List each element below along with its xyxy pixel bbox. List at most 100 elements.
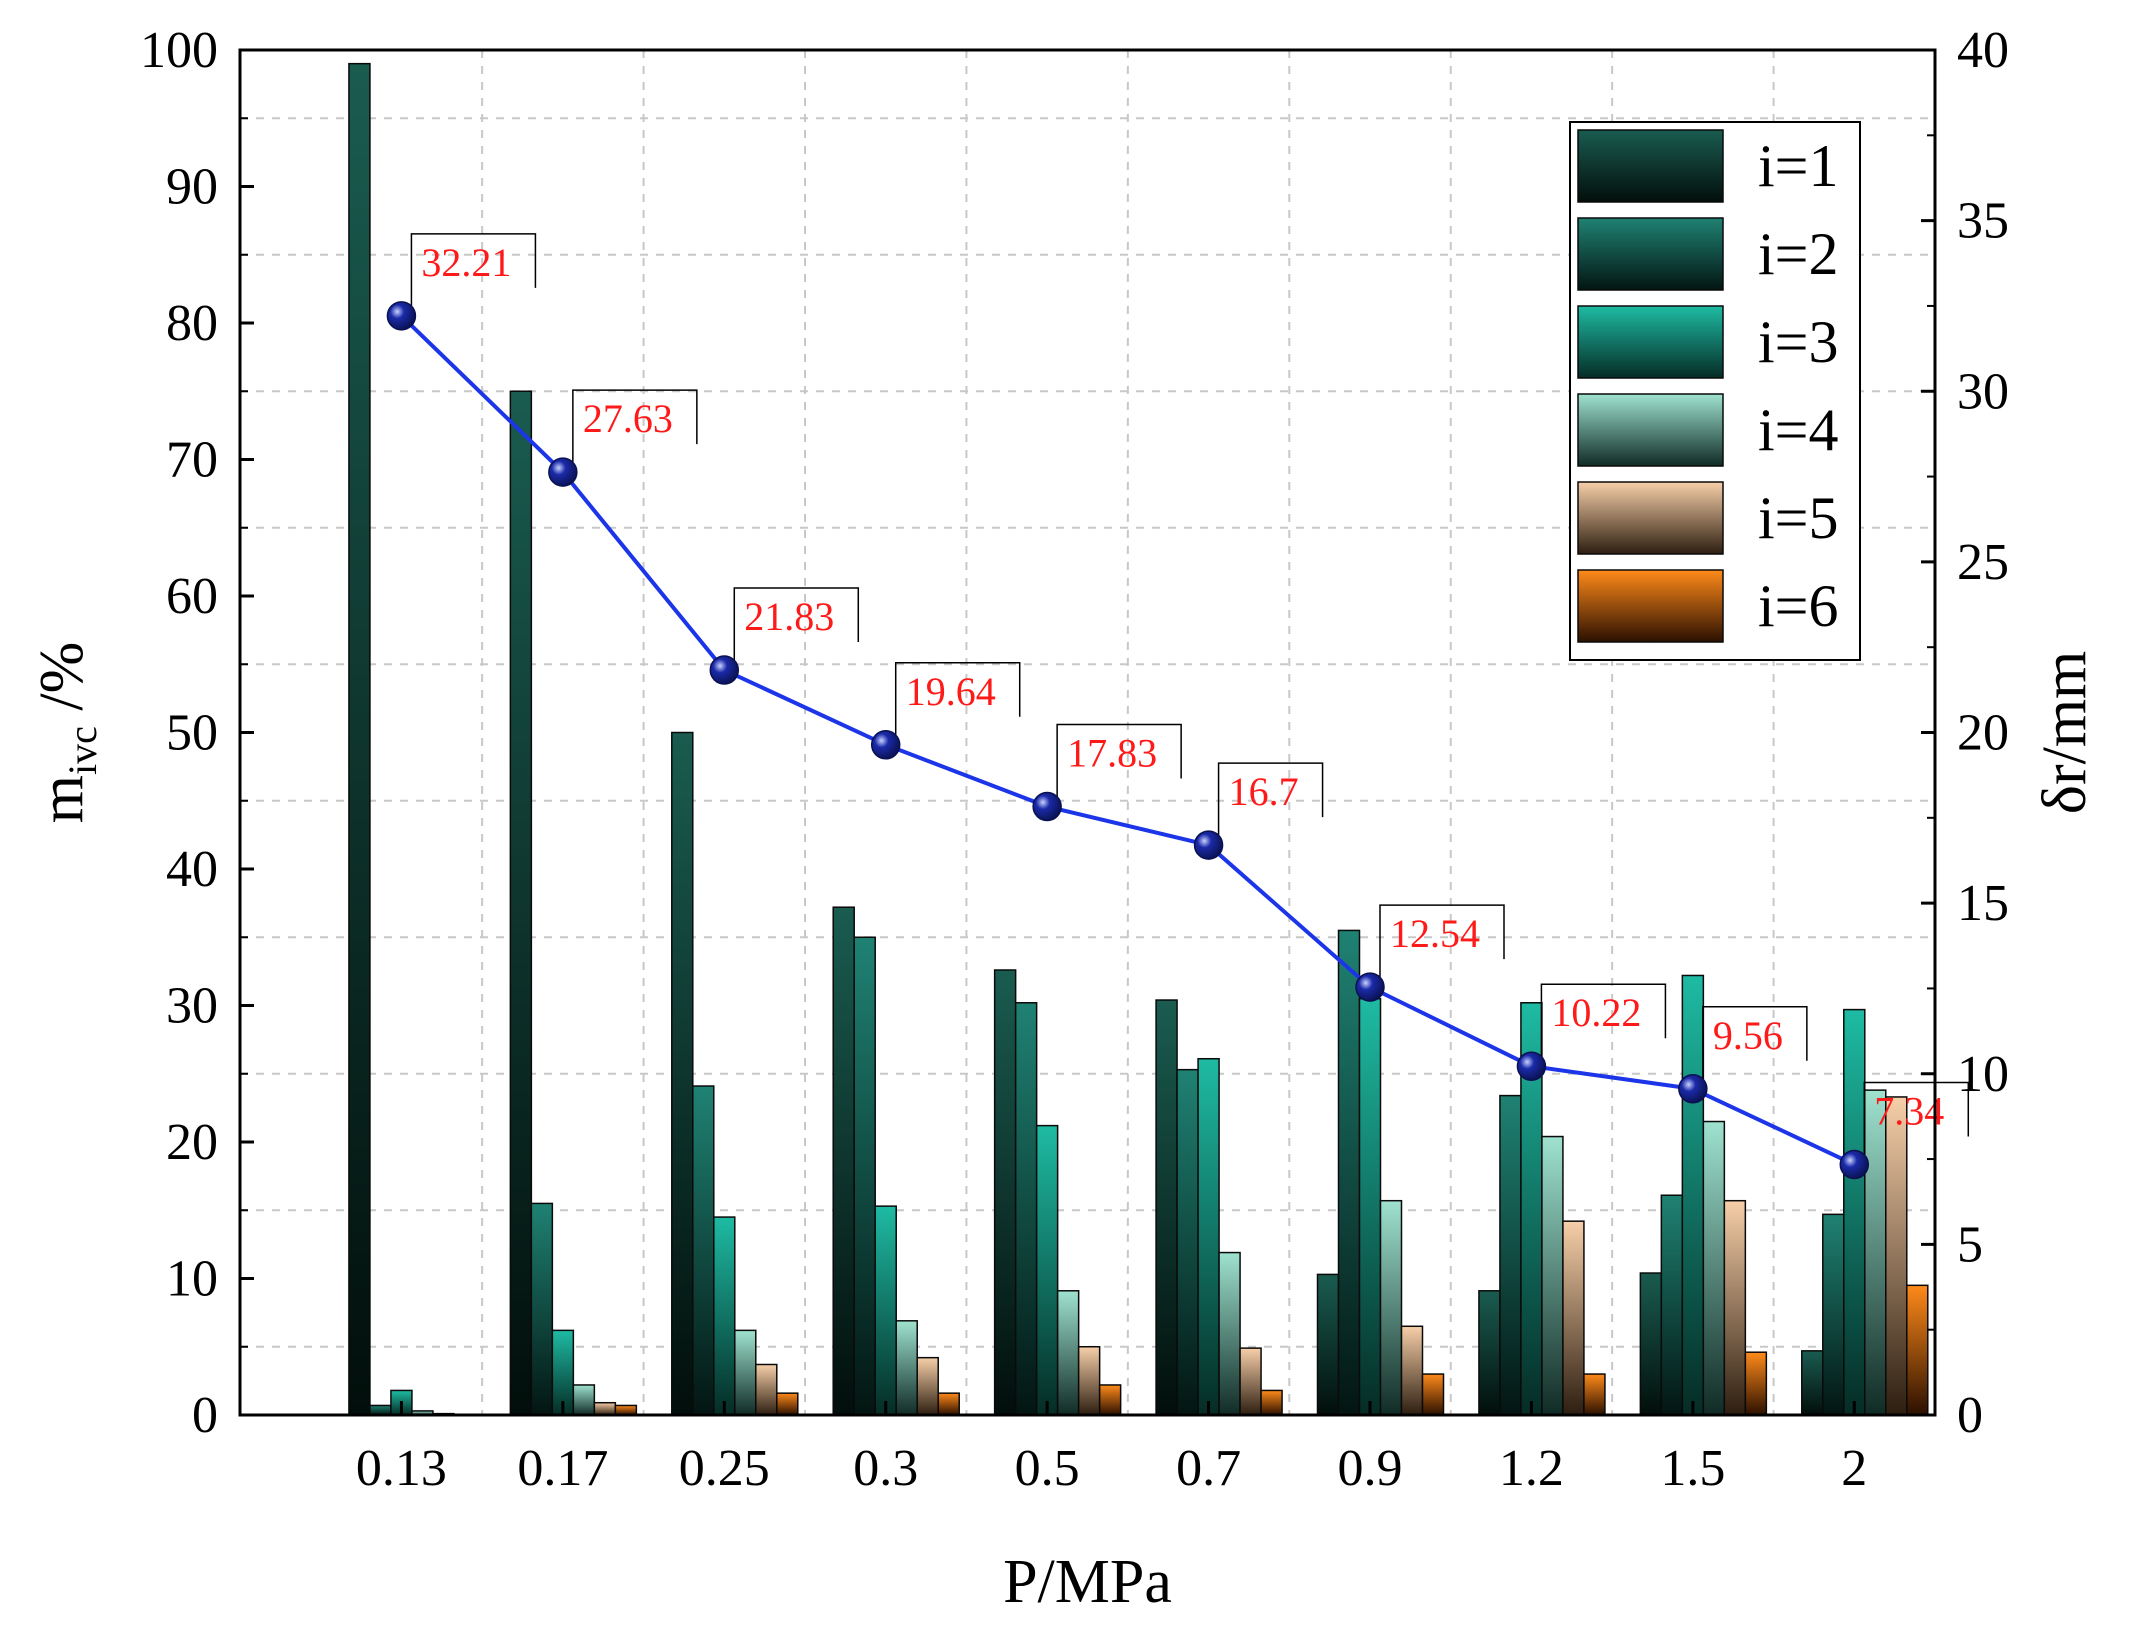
bar-i2-0.17 [530, 1202, 554, 1416]
y2-tick-label: 25 [1957, 534, 2009, 591]
data-label-box [572, 389, 698, 463]
y-tick-label: 10 [166, 1251, 218, 1308]
legend-swatch-i2 [1577, 217, 1724, 291]
y2-axis-title: δr/mm [2031, 651, 2099, 815]
bar-i6-1.5 [1744, 1351, 1768, 1416]
bar-i3-0.9 [1358, 997, 1382, 1416]
data-label-27.63: 27.63 [583, 396, 673, 441]
legend-swatch-i4 [1577, 393, 1724, 467]
line-layer: 32.21 27.63 21.83 19.64 17.83 16.7 12.54 10.22 9… [386, 233, 1970, 1180]
bar-i4-1.5 [1702, 1120, 1726, 1416]
legend-swatch-i6 [1577, 569, 1724, 643]
data-label-box [1863, 1081, 1970, 1155]
data-label-box [1540, 983, 1667, 1057]
y-tick-label: 50 [166, 705, 218, 762]
bar-i1-1.2 [1478, 1290, 1501, 1416]
bar-i3-0.5 [1035, 1124, 1059, 1416]
bar-i2-1.5 [1660, 1194, 1684, 1416]
y-tick-label: 90 [166, 159, 218, 216]
bar-i1-1.5 [1639, 1272, 1663, 1416]
y-tick-label: 70 [166, 432, 218, 489]
marker-7.34 [1839, 1149, 1870, 1180]
y2-tick-label: 40 [1957, 22, 2009, 79]
bar-i4-0.3 [895, 1320, 918, 1416]
x-tick-label: 0.17 [517, 1440, 608, 1497]
y-axis-title: mivc /% [28, 642, 105, 823]
marker-27.63 [548, 457, 578, 487]
bar-i4-0.9 [1379, 1199, 1403, 1416]
legend-label-i6: i=6 [1758, 573, 1839, 639]
marker-10.22 [1516, 1051, 1547, 1081]
bar-i5-2 [1885, 1096, 1908, 1416]
y-tick-label: 0 [192, 1387, 218, 1444]
bar-i3-0.25 [713, 1216, 736, 1416]
y-tick-label: 20 [166, 1114, 218, 1171]
bar-i5-1.2 [1562, 1220, 1585, 1416]
bar-i2-0.9 [1337, 929, 1361, 1416]
bar-i4-0.7 [1218, 1251, 1241, 1416]
data-label-7.34: 7.34 [1874, 1089, 1944, 1134]
legend-label-i3: i=3 [1758, 309, 1839, 375]
marker-32.21 [386, 301, 417, 331]
bar-i1-0.5 [993, 969, 1017, 1416]
y-tick-label: 60 [166, 568, 218, 625]
bar-i2-0.3 [853, 936, 876, 1416]
x-tick-label: 0.13 [356, 1440, 447, 1497]
bar-i1-0.9 [1316, 1273, 1340, 1416]
data-label-32.21: 32.21 [421, 240, 511, 285]
data-label-10.22: 10.22 [1551, 990, 1641, 1035]
y2-tick-label: 20 [1957, 705, 2009, 762]
data-label-19.64: 19.64 [906, 669, 996, 714]
data-label-box [1702, 1006, 1808, 1079]
x-tick-label: 1.5 [1660, 1440, 1725, 1497]
bar-i5-1.5 [1723, 1199, 1747, 1416]
legend-label-i4: i=4 [1758, 397, 1839, 463]
bar-i2-0.7 [1176, 1068, 1199, 1416]
y-tick-label: 30 [166, 978, 218, 1035]
x-tick-label: 2 [1841, 1440, 1867, 1497]
data-label-box [1379, 904, 1505, 978]
bar-i1-0.7 [1155, 999, 1178, 1416]
data-label-box [1217, 762, 1324, 836]
bar-i4-0.17 [572, 1384, 596, 1416]
x-axis-title: P/MPa [1003, 1548, 1172, 1616]
bar-i5-0.25 [755, 1363, 778, 1416]
bar-i1-0.3 [832, 906, 855, 1416]
bar-i5-0.9 [1400, 1325, 1424, 1416]
marker-16.7 [1193, 830, 1224, 860]
x-tick-label: 0.9 [1338, 1440, 1403, 1497]
bar-i2-2 [1822, 1213, 1845, 1416]
legend-swatch-i5 [1577, 481, 1724, 555]
y2-tick-label: 15 [1957, 875, 2009, 932]
y2-tick-label: 0 [1957, 1387, 1983, 1444]
bar-i6-0.5 [1098, 1384, 1122, 1416]
bar-i3-2 [1843, 1008, 1866, 1416]
legend-label-i2: i=2 [1758, 221, 1839, 287]
bar-i1-0.17 [509, 390, 533, 1416]
data-label-9.56: 9.56 [1713, 1013, 1783, 1058]
x-tick-label: 0.7 [1176, 1440, 1241, 1497]
bar-i4-0.25 [734, 1329, 757, 1416]
bar-i1-2 [1801, 1350, 1824, 1416]
bar-i6-0.7 [1260, 1389, 1283, 1416]
marker-9.56 [1678, 1074, 1708, 1104]
y2-tick-label: 5 [1957, 1216, 1983, 1273]
data-label-box [410, 233, 537, 306]
bar-i5-0.5 [1077, 1346, 1101, 1416]
y-tick-label: 100 [140, 22, 218, 79]
bar-i4-0.5 [1056, 1290, 1080, 1416]
bar-i6-0.9 [1421, 1373, 1445, 1416]
line-series-dr [400, 314, 1856, 1167]
legend: i=1 i=2 i=3 i=4 i=5 i=6 [1569, 121, 1861, 661]
y2-tick-label: 30 [1957, 363, 2009, 420]
bar-i2-0.5 [1014, 1002, 1038, 1416]
bar-i5-0.3 [916, 1356, 939, 1416]
bar-i3-0.3 [874, 1205, 897, 1416]
bar-i3-1.5 [1681, 974, 1705, 1416]
legend-swatch-i3 [1577, 305, 1724, 379]
y-tick-label: 40 [166, 841, 218, 898]
bar-i2-0.25 [692, 1085, 715, 1416]
bar-i3-0.7 [1197, 1057, 1220, 1416]
marker-12.54 [1355, 972, 1385, 1002]
